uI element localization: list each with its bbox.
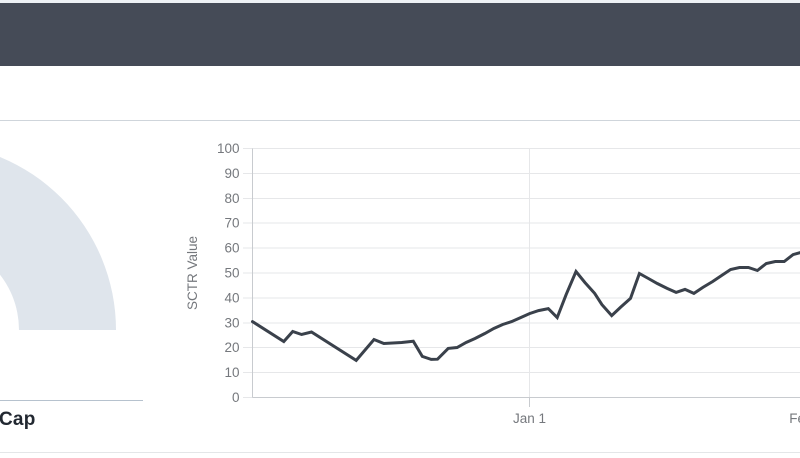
y-tick-label: 0	[232, 390, 240, 405]
sctr-value-line	[251, 251, 800, 363]
bottom-divider	[0, 452, 800, 453]
y-tick-label: 20	[224, 340, 239, 355]
y-tick-label: 90	[224, 166, 239, 181]
y-tick-label: 70	[224, 216, 239, 231]
gauge-track-arc	[0, 157, 116, 330]
y-tick-label: 10	[224, 365, 239, 380]
top-strip	[0, 0, 800, 3]
app-header	[0, 3, 800, 66]
x-tick-label: Feb 1	[789, 411, 800, 426]
section-heading: Cap	[0, 409, 36, 430]
y-axis-title: SCTR Value	[185, 236, 200, 310]
gauge-chart	[0, 157, 116, 330]
y-tick-label: 80	[224, 191, 239, 206]
y-tick-label: 30	[224, 315, 239, 330]
y-tick-label: 50	[224, 266, 239, 281]
gauge-bottom-divider	[0, 400, 143, 401]
x-tick-label: Jan 1	[513, 411, 546, 426]
y-tick-label: 40	[224, 290, 239, 305]
y-tick-label: 60	[224, 241, 239, 256]
content-top-divider	[0, 120, 800, 121]
y-tick-label: 100	[217, 141, 240, 156]
